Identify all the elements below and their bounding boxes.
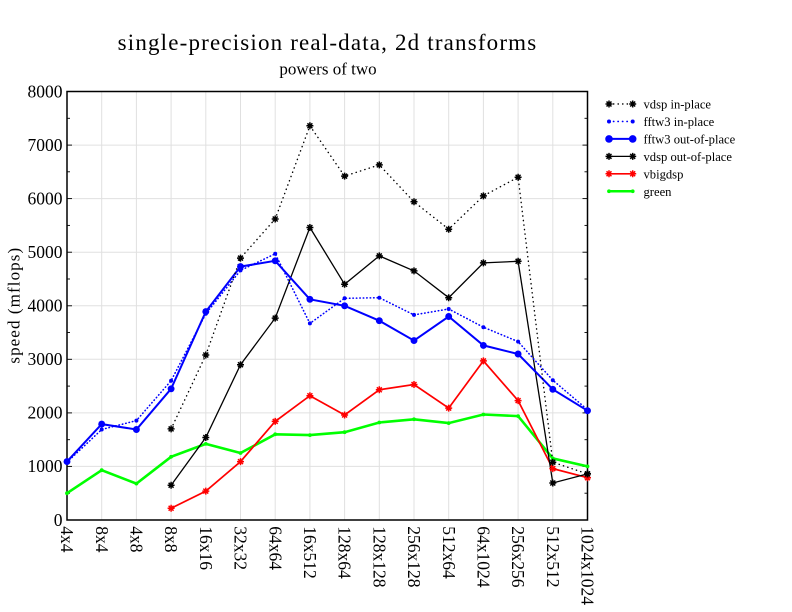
svg-text:64x1024: 64x1024 xyxy=(474,526,494,588)
svg-text:32x32: 32x32 xyxy=(231,526,251,570)
svg-text:64x64: 64x64 xyxy=(265,526,285,570)
svg-text:128x128: 128x128 xyxy=(369,526,389,588)
svg-text:6000: 6000 xyxy=(28,188,63,208)
svg-text:fftw3 out-of-place: fftw3 out-of-place xyxy=(644,133,736,147)
svg-text:3000: 3000 xyxy=(28,349,63,369)
svg-text:4x4: 4x4 xyxy=(57,526,77,553)
svg-text:1024x1024: 1024x1024 xyxy=(578,526,598,605)
svg-text:vdsp in-place: vdsp in-place xyxy=(644,98,712,112)
svg-text:8x8: 8x8 xyxy=(161,526,181,553)
svg-text:128x64: 128x64 xyxy=(335,526,355,579)
svg-text:1000: 1000 xyxy=(28,456,63,476)
svg-text:vbigdsp: vbigdsp xyxy=(644,167,684,181)
svg-text:256x128: 256x128 xyxy=(404,526,424,588)
svg-text:16x512: 16x512 xyxy=(300,526,320,579)
svg-text:fftw3 in-place: fftw3 in-place xyxy=(644,115,715,129)
svg-text:512x512: 512x512 xyxy=(543,526,563,587)
svg-text:single-precision real-data, 2d: single-precision real-data, 2d transform… xyxy=(118,30,538,55)
svg-text:4x8: 4x8 xyxy=(127,526,147,553)
svg-text:5000: 5000 xyxy=(28,242,63,262)
svg-text:4000: 4000 xyxy=(28,296,63,316)
svg-text:7000: 7000 xyxy=(28,135,63,155)
svg-text:8000: 8000 xyxy=(28,81,63,101)
svg-text:green: green xyxy=(644,185,673,199)
svg-text:512x64: 512x64 xyxy=(439,526,459,579)
svg-text:speed (mflops): speed (mflops) xyxy=(4,247,23,364)
svg-text:0: 0 xyxy=(54,510,63,530)
svg-text:256x256: 256x256 xyxy=(508,526,528,588)
svg-text:16x16: 16x16 xyxy=(196,526,216,570)
svg-text:8x4: 8x4 xyxy=(92,526,112,553)
svg-text:2000: 2000 xyxy=(28,403,63,423)
svg-text:vdsp out-of-place: vdsp out-of-place xyxy=(644,150,733,164)
svg-text:powers of two: powers of two xyxy=(279,60,376,79)
